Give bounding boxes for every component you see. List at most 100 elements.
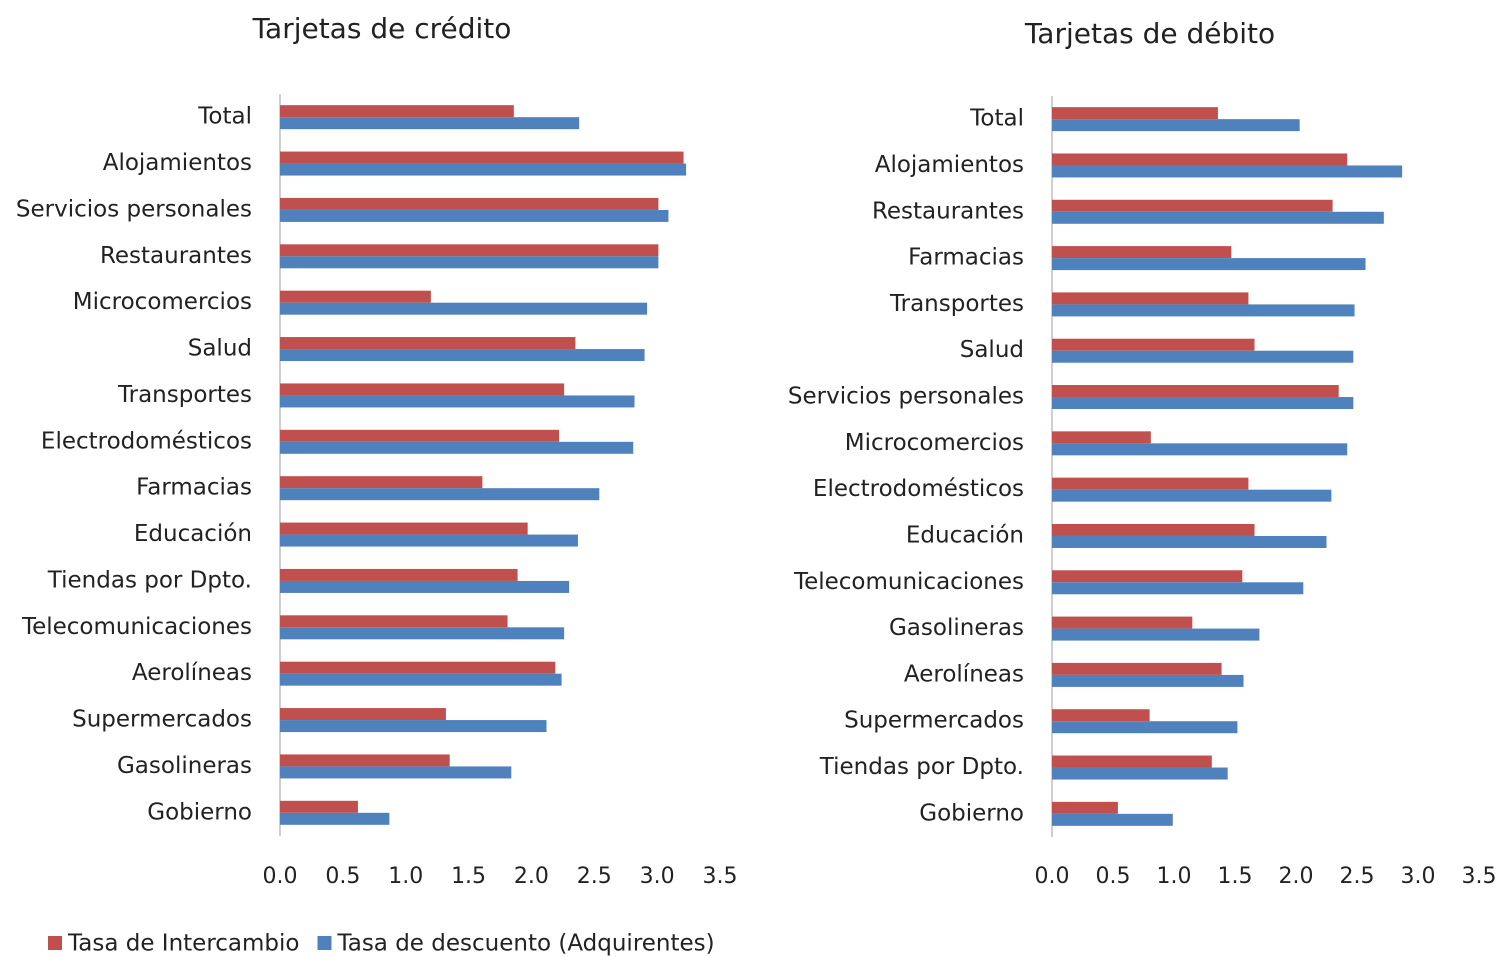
y-tick-label: Electrodomésticos [41, 428, 252, 454]
bar [280, 754, 450, 767]
y-tick-label: Tiendas por Dpto. [47, 567, 252, 593]
x-tick-label: 3.0 [1401, 864, 1436, 889]
x-tick-label: 0.5 [1096, 864, 1131, 889]
bar [280, 534, 578, 547]
bar [1052, 674, 1244, 687]
bar [280, 163, 687, 176]
y-tick-label: Salud [960, 337, 1024, 363]
y-tick-label: Aerolíneas [132, 660, 252, 686]
bar [280, 580, 570, 593]
y-tick-label: Aerolíneas [904, 661, 1024, 687]
x-tick-label: 2.0 [514, 864, 549, 889]
y-tick-label: Farmacias [136, 475, 252, 501]
y-tick-label: Gasolineras [117, 753, 252, 779]
bar [1052, 246, 1232, 259]
bar [1052, 801, 1118, 814]
bar [280, 429, 560, 442]
x-tick-label: 1.5 [1218, 864, 1253, 889]
legend-swatch [48, 936, 62, 950]
chart-title: Tarjetas de crédito [252, 12, 512, 45]
bar [280, 488, 600, 501]
bar [1052, 153, 1348, 166]
bar [1052, 582, 1304, 595]
bar [1052, 570, 1243, 583]
x-tick-label: 0.0 [263, 864, 298, 889]
legend-label: Tasa de Intercambio [67, 931, 299, 957]
bar [1052, 431, 1151, 444]
bar [280, 615, 508, 628]
bar [1052, 767, 1228, 780]
bar [1052, 443, 1348, 456]
bar [1052, 628, 1260, 641]
y-tick-label: Gobierno [919, 800, 1024, 826]
bar [280, 302, 648, 315]
x-tick-label: 3.0 [640, 864, 675, 889]
bar [280, 151, 684, 164]
bar [280, 244, 659, 257]
bar [280, 661, 556, 674]
y-tick-label: Telecomunicaciones [21, 614, 252, 640]
chart-title: Tarjetas de débito [1024, 17, 1275, 50]
x-tick-label: 2.5 [1340, 864, 1375, 889]
bar [1052, 304, 1355, 317]
bar [280, 197, 659, 210]
bar [280, 673, 562, 686]
y-tick-label: Salud [188, 336, 252, 362]
y-tick-label: Alojamientos [103, 150, 252, 176]
bar [1052, 211, 1384, 224]
bar [1052, 338, 1255, 351]
bar [1052, 489, 1332, 502]
bar [1052, 107, 1218, 120]
bar [280, 395, 635, 408]
y-tick-label: Telecomunicaciones [793, 569, 1024, 595]
bar [280, 209, 669, 222]
y-tick-label: Restaurantes [100, 243, 252, 269]
bar [1052, 292, 1249, 305]
bar [280, 812, 390, 825]
bar [280, 800, 358, 813]
x-tick-label: 1.5 [451, 864, 486, 889]
y-tick-label: Servicios personales [788, 384, 1024, 410]
x-tick-label: 3.5 [1462, 864, 1497, 889]
x-tick-label: 1.0 [1157, 864, 1192, 889]
bar [1052, 397, 1354, 410]
y-tick-label: Electrodomésticos [813, 476, 1024, 502]
bar [1052, 721, 1238, 734]
y-tick-label: Total [969, 106, 1024, 132]
bar [1052, 616, 1193, 629]
bar [1052, 662, 1222, 675]
x-tick-label: 0.0 [1035, 864, 1070, 889]
legend-swatch [317, 936, 332, 950]
bar [1052, 535, 1327, 548]
y-tick-label: Supermercados [72, 707, 252, 733]
bar [280, 720, 547, 733]
bar [280, 117, 580, 130]
y-tick-label: Supermercados [844, 708, 1024, 734]
y-tick-label: Gobierno [147, 799, 252, 825]
bar [280, 708, 446, 721]
x-tick-label: 3.5 [703, 864, 738, 889]
y-tick-label: Transportes [889, 291, 1024, 317]
bar [280, 337, 576, 350]
bar [280, 256, 659, 269]
y-tick-label: Educación [906, 522, 1024, 548]
bar [1052, 523, 1255, 536]
bar [1052, 165, 1403, 178]
bar [280, 522, 528, 535]
bar [1052, 709, 1150, 722]
bar [1052, 385, 1339, 398]
x-tick-label: 2.5 [577, 864, 612, 889]
bar [280, 290, 431, 303]
x-tick-label: 1.0 [388, 864, 423, 889]
bar [1052, 350, 1354, 363]
bar [1052, 755, 1212, 768]
x-tick-label: 0.5 [325, 864, 360, 889]
y-tick-label: Educación [134, 521, 252, 547]
bar [1052, 477, 1249, 490]
y-tick-label: Tiendas por Dpto. [819, 754, 1024, 780]
bar [280, 441, 634, 454]
bar [280, 349, 645, 362]
bar [280, 476, 483, 489]
bar [1052, 199, 1333, 212]
